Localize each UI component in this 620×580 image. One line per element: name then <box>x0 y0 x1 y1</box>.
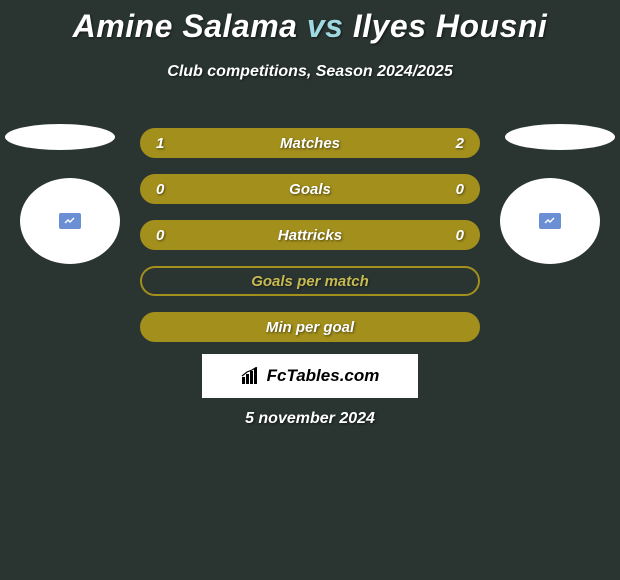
stat-row: 0 Hattricks 0 <box>0 212 620 258</box>
stat-pill: 1 Matches 2 <box>140 128 480 158</box>
player1-name: Amine Salama <box>73 8 298 44</box>
stat-right-value: 0 <box>456 181 464 198</box>
stat-row: Min per goal <box>0 304 620 350</box>
stat-right-value: 0 <box>456 227 464 244</box>
date-label: 5 november 2024 <box>0 410 620 428</box>
stat-pill: Goals per match <box>140 266 480 296</box>
stat-pill: Min per goal <box>140 312 480 342</box>
page-title: Amine Salama vs Ilyes Housni <box>0 0 620 45</box>
watermark-text: FcTables.com <box>267 366 380 386</box>
stat-label: Hattricks <box>278 227 342 244</box>
stat-pill: 0 Goals 0 <box>140 174 480 204</box>
stat-label: Goals per match <box>251 273 369 290</box>
stat-pill: 0 Hattricks 0 <box>140 220 480 250</box>
stat-row: Goals per match <box>0 258 620 304</box>
stat-row: 1 Matches 2 <box>0 120 620 166</box>
stat-left-value: 1 <box>156 135 164 152</box>
stat-rows: 1 Matches 2 0 Goals 0 0 Hattricks 0 Goals per mat… <box>0 120 620 350</box>
stat-label: Goals <box>289 181 331 198</box>
subtitle: Club competitions, Season 2024/2025 <box>0 63 620 81</box>
chart-icon <box>241 367 263 385</box>
watermark: FcTables.com <box>202 354 418 398</box>
player2-name: Ilyes Housni <box>353 8 548 44</box>
vs-label: vs <box>307 8 344 44</box>
stat-left-value: 0 <box>156 227 164 244</box>
stat-label: Matches <box>280 135 340 152</box>
stat-row: 0 Goals 0 <box>0 166 620 212</box>
stat-left-value: 0 <box>156 181 164 198</box>
stat-right-value: 2 <box>456 135 464 152</box>
stat-label: Min per goal <box>266 319 354 336</box>
